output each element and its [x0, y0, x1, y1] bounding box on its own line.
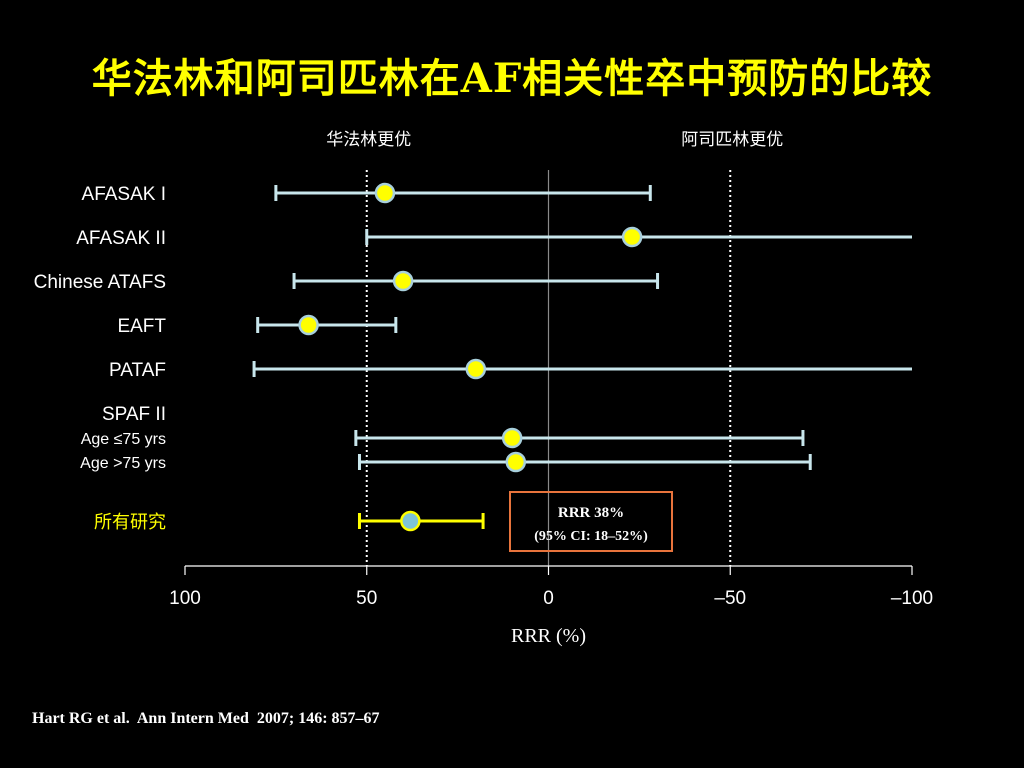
slide-title: 华法林和阿司匹林在AF相关性卒中预防的比较: [91, 55, 933, 102]
citation: Hart RG et al. Ann Intern Med 2007; 146:…: [32, 710, 380, 727]
study-label: Chinese ATAFS: [34, 272, 166, 293]
point-estimate: [505, 451, 527, 473]
pooled-rrr-text: RRR 38%: [558, 505, 624, 521]
study-label: EAFT: [117, 316, 166, 337]
study-label: Age >75 yrs: [80, 455, 166, 472]
x-tick-label: 100: [169, 588, 201, 609]
x-tick-label: –100: [891, 588, 933, 609]
point-estimate: [621, 226, 643, 248]
pooled-annotation-box: [509, 491, 673, 552]
study-labels: 华法林更优 阿司匹林更优 SPAF II AFASAK I AFASAK II Chine…: [34, 130, 784, 533]
x-axis-title: RRR (%): [511, 625, 586, 647]
pooled-label: 所有研究: [94, 512, 166, 533]
group-header-label: SPAF II: [102, 404, 166, 425]
pooled-annotation: RRR 38% (95% CI: 18–52%): [509, 491, 673, 552]
study-label: Age ≤75 yrs: [81, 431, 166, 448]
x-tick-label: –50: [714, 588, 746, 609]
point-estimate: [374, 182, 396, 204]
study-estimates: [252, 182, 912, 532]
point-estimate: [501, 427, 523, 449]
x-axis: 100 50 0 –50 –100 RRR (%): [169, 565, 933, 647]
study-label: AFASAK II: [76, 228, 166, 249]
point-estimate: [392, 270, 414, 292]
point-estimate: [465, 358, 487, 380]
pooled-ci-text: (95% CI: 18–52%): [534, 529, 648, 544]
favors-aspirin-label: 阿司匹林更优: [681, 130, 783, 150]
x-tick-label: 0: [543, 588, 554, 609]
x-tick-label: 50: [356, 588, 377, 609]
pooled-point-estimate: [400, 510, 421, 532]
favors-warfarin-label: 华法林更优: [326, 130, 411, 150]
study-label: PATAF: [109, 360, 166, 381]
point-estimate: [298, 314, 319, 336]
forest-plot: 100 50 0 –50 –100 RRR (%) 华法林更优 阿司匹林更优 SPAF II A…: [34, 130, 934, 647]
study-label: AFASAK I: [82, 184, 166, 205]
